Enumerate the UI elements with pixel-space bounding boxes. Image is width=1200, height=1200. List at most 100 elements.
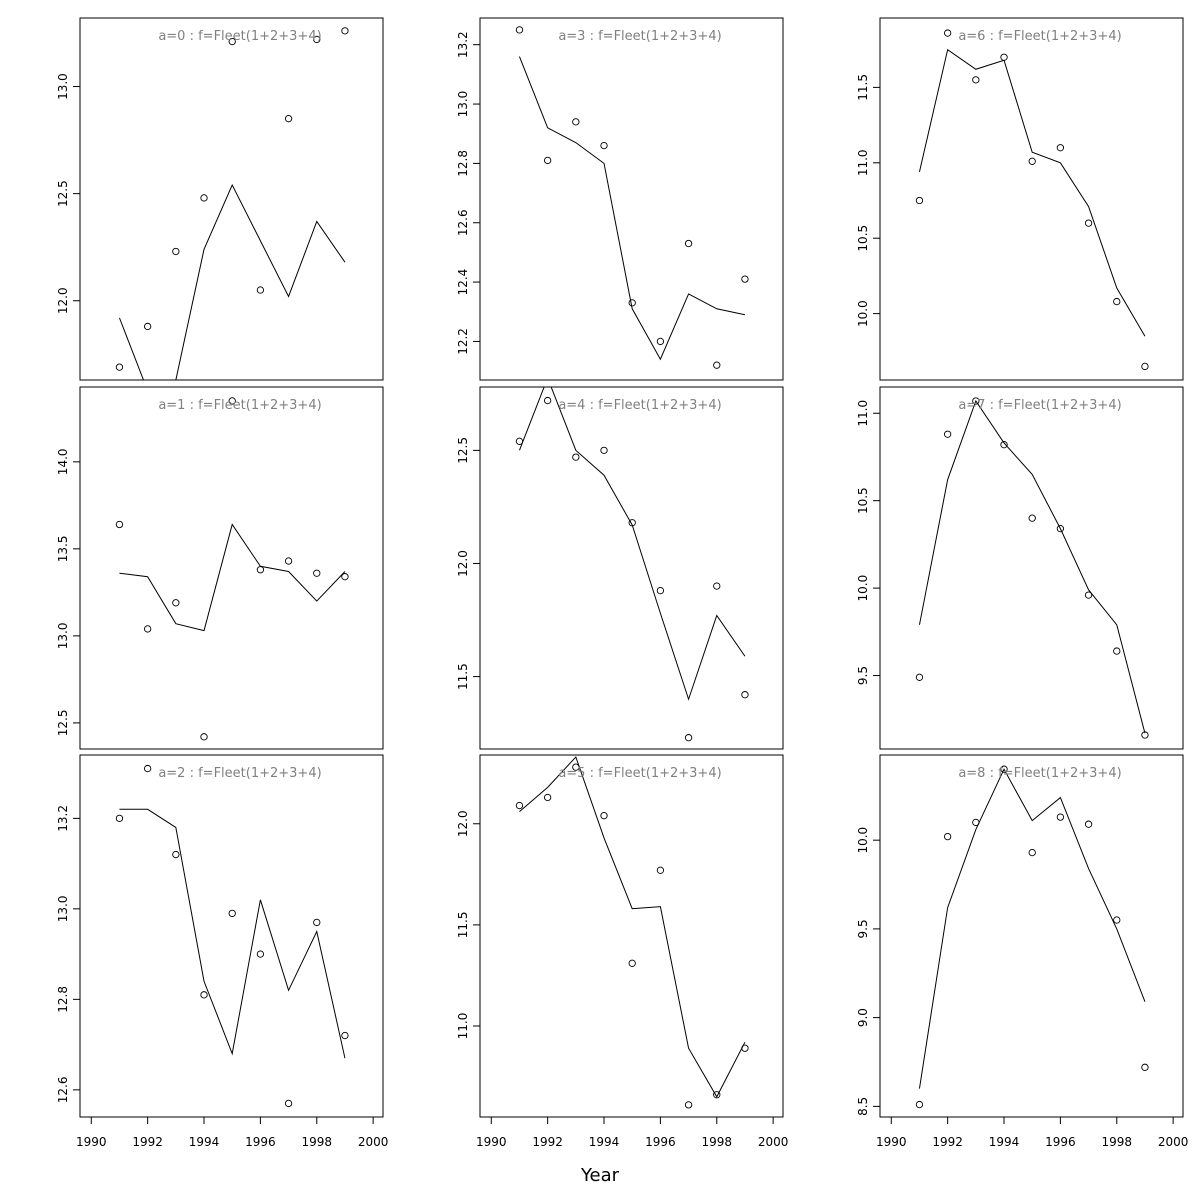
data-point — [1000, 765, 1008, 773]
x-tick-label: 1996 — [645, 1135, 676, 1149]
data-point — [972, 76, 980, 84]
fit-line — [119, 523, 346, 632]
panel-frame — [479, 17, 784, 381]
y-tick-label: 13.5 — [56, 535, 70, 562]
panel-title: a=3 : f=Fleet(1+2+3+4) — [558, 29, 721, 44]
data-point — [1113, 916, 1121, 924]
y-tick-label: 11.0 — [456, 1013, 470, 1040]
y-tick-label: 13.0 — [56, 895, 70, 922]
data-point — [741, 275, 749, 283]
data-point — [684, 1101, 693, 1109]
data-point — [1000, 441, 1008, 449]
data-point — [1141, 362, 1149, 371]
x-tick-label: 1996 — [1045, 1135, 1076, 1149]
data-point — [543, 396, 552, 405]
data-point — [943, 832, 952, 841]
data-point — [543, 793, 552, 802]
x-tick-label: 2000 — [758, 1135, 789, 1149]
x-tick-label: 1996 — [245, 1135, 276, 1149]
panel-frame — [879, 754, 1184, 1118]
data-point — [228, 397, 236, 405]
data-point — [143, 322, 152, 331]
data-point — [284, 115, 293, 123]
panel-frame — [879, 17, 1184, 381]
panel-1: a=3 : f=Fleet(1+2+3+4) 12.2 12.4 12.6 12.8 13… — [456, 17, 784, 381]
panel-frame — [479, 754, 784, 1118]
data-point — [741, 1044, 749, 1052]
data-point — [684, 734, 693, 742]
data-point — [1000, 53, 1008, 61]
y-tick-label: 11.0 — [856, 400, 870, 427]
data-point — [200, 194, 208, 202]
x-tick-label: 1994 — [989, 1135, 1020, 1149]
y-tick-label: 10.0 — [856, 300, 870, 327]
x-tick-label: 1998 — [1101, 1135, 1132, 1149]
y-tick-label: 13.2 — [456, 31, 470, 58]
fit-line — [918, 768, 1146, 1089]
panel-title: a=5 : f=Fleet(1+2+3+4) — [558, 766, 721, 781]
y-tick-label: 12.6 — [56, 1076, 70, 1103]
data-point — [1056, 813, 1065, 821]
data-point — [256, 950, 265, 958]
y-tick-label: 10.0 — [856, 827, 870, 854]
data-point — [572, 118, 580, 126]
x-tick-label: 1992 — [132, 1135, 163, 1149]
y-tick-label: 13.0 — [56, 623, 70, 650]
data-point — [313, 35, 321, 44]
data-point — [572, 453, 580, 461]
data-point — [943, 430, 952, 438]
panel-frame — [79, 17, 384, 381]
x-tick-label: 1990 — [876, 1135, 907, 1149]
panel-frame — [879, 386, 1184, 750]
y-tick-label: 12.2 — [456, 328, 470, 355]
data-point — [1141, 1063, 1149, 1071]
data-point — [172, 599, 180, 607]
data-point — [256, 286, 265, 294]
panel-title: a=6 : f=Fleet(1+2+3+4) — [958, 29, 1121, 44]
x-tick-label: 1998 — [301, 1135, 332, 1149]
data-point — [1113, 647, 1121, 655]
x-axis-label: Year — [580, 1165, 620, 1186]
data-point — [572, 763, 580, 771]
data-point — [600, 446, 608, 454]
data-point — [713, 582, 721, 590]
data-point — [656, 586, 665, 595]
y-tick-label: 9.0 — [856, 1008, 870, 1027]
panel-frame — [479, 386, 784, 750]
data-point — [200, 991, 208, 999]
panel-2: a=6 : f=Fleet(1+2+3+4) 10.0 10.5 11.0 11.5 — [856, 17, 1184, 381]
panel-5: a=7 : f=Fleet(1+2+3+4) 9.5 10.0 10.5 11.0 — [856, 386, 1184, 750]
panel-title: a=0 : f=Fleet(1+2+3+4) — [158, 29, 321, 44]
data-point — [1028, 157, 1036, 165]
data-point — [172, 247, 180, 256]
data-point — [915, 196, 924, 205]
data-point — [256, 566, 265, 574]
fit-line — [118, 183, 346, 380]
data-point — [284, 1099, 293, 1108]
data-point — [1084, 820, 1093, 828]
data-point — [341, 1031, 349, 1040]
y-tick-label: 9.5 — [856, 666, 870, 685]
data-point — [1028, 514, 1036, 522]
panel-8: a=8 : f=Fleet(1+2+3+4) 8.5 9.0 9.5 10.0 1990 1… — [856, 754, 1188, 1149]
y-tick-label: 11.5 — [456, 663, 470, 690]
y-tick-label: 12.8 — [456, 150, 470, 177]
y-tick-label: 13.0 — [456, 91, 470, 118]
y-tick-label: 9.5 — [856, 919, 870, 938]
y-tick-label: 11.0 — [856, 149, 870, 176]
data-point — [284, 557, 293, 565]
fit-line — [918, 399, 1146, 734]
x-tick-label: 1992 — [932, 1135, 963, 1149]
y-tick-label: 12.8 — [56, 986, 70, 1013]
data-point — [515, 801, 524, 810]
x-tick-label: 2000 — [358, 1135, 389, 1149]
data-point — [1141, 731, 1149, 739]
data-point — [313, 918, 321, 927]
y-tick-label: 13.2 — [56, 805, 70, 832]
panel-title: a=4 : f=Fleet(1+2+3+4) — [558, 398, 721, 413]
data-point — [1056, 144, 1065, 152]
data-point — [115, 363, 124, 371]
data-point — [200, 733, 208, 741]
fit-line — [918, 48, 1146, 337]
